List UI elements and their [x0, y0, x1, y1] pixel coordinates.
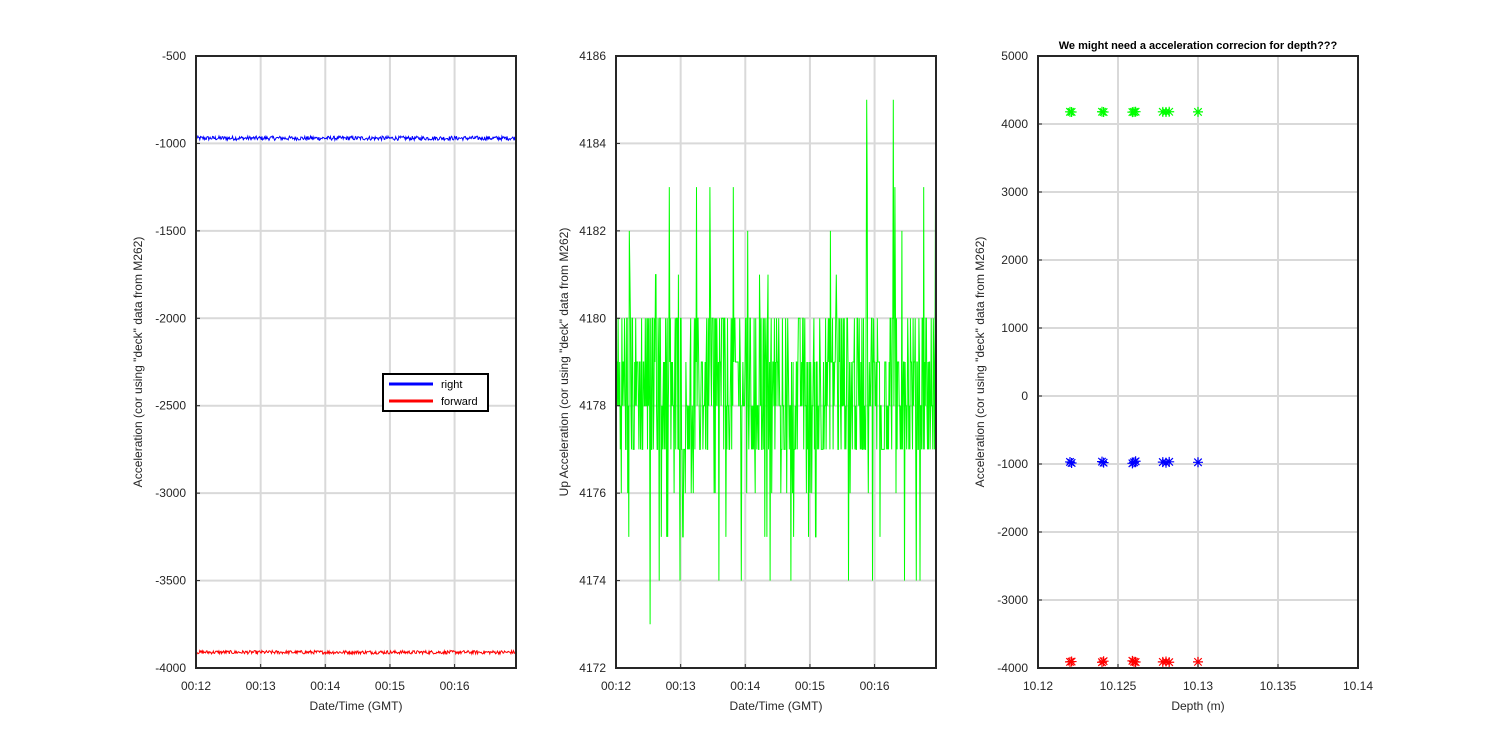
x-tick-label: 00:12 [601, 679, 631, 693]
legend: right forward [382, 373, 489, 412]
x-tick-label: 00:16 [860, 679, 890, 693]
x-tick-label: 00:16 [440, 679, 470, 693]
scatter-point-right [1164, 456, 1175, 467]
y-tick-label: -1500 [155, 224, 186, 238]
y-tick-label: 4172 [579, 661, 606, 675]
x-tick-label: 00:12 [181, 679, 211, 693]
y-tick-label: -4000 [997, 661, 1028, 675]
y-tick-label: -4000 [155, 661, 186, 675]
series-line-forward [195, 648, 517, 656]
axes-box [615, 55, 937, 669]
y-tick-label: 4000 [1001, 117, 1028, 131]
y-tick-label: 4174 [579, 574, 606, 588]
y-tick-label: -2000 [997, 525, 1028, 539]
ticks: 10.12 10.125 10.13 10.135 10.14 -4000 -3000 -20… [997, 49, 1373, 693]
y-tick-label: 4178 [579, 399, 606, 413]
scatter-point-right [1161, 457, 1171, 468]
panel-up-acceleration: 00:12 00:13 00:14 00:15 00:16 4172 4174 4176 417… [557, 49, 937, 713]
scatter-point-forward [1130, 657, 1141, 668]
x-tick-label: 10.125 [1100, 679, 1137, 693]
plot-area [196, 56, 516, 668]
scatter-point-forward [1161, 656, 1171, 667]
y-tick-label: -500 [162, 49, 186, 63]
scatter-point-right [1130, 456, 1141, 467]
x-axis-label: Date/Time (GMT) [310, 699, 403, 713]
y-tick-label: 4176 [579, 486, 606, 500]
y-tick-label: -2000 [155, 311, 186, 325]
y-tick-label: -3000 [997, 593, 1028, 607]
series-layer [616, 99, 937, 625]
x-axis-label: Date/Time (GMT) [730, 699, 823, 713]
ticks: 00:12 00:13 00:14 00:15 00:16 -4000 -3500 -3000… [155, 49, 470, 693]
y-axis-label: Up Acceleration (cor using "deck" data f… [557, 228, 571, 497]
scatter-point-forward [1127, 655, 1138, 666]
x-tick-label: 10.12 [1023, 679, 1053, 693]
scatter-point-right [1066, 457, 1077, 468]
legend-box [382, 373, 489, 412]
y-tick-label: 1000 [1001, 321, 1028, 335]
y-tick-label: -3000 [155, 486, 186, 500]
scatter-point-forward [1193, 656, 1203, 667]
scatter-point-right [1127, 458, 1138, 469]
y-tick-label: 2000 [1001, 253, 1028, 267]
x-tick-label: 00:13 [246, 679, 276, 693]
x-tick-label: 10.14 [1343, 679, 1373, 693]
x-tick-label: 10.135 [1260, 679, 1297, 693]
x-axis-label: Depth (m) [1171, 699, 1224, 713]
axes-box [195, 55, 517, 669]
scatter-point-up [1164, 106, 1175, 117]
y-tick-label: -2500 [155, 399, 186, 413]
y-tick-label: 4186 [579, 49, 606, 63]
legend-entry-right: right [441, 379, 462, 391]
scatter-point-right [1098, 457, 1109, 468]
series-line-up [616, 99, 937, 625]
y-tick-label: 5000 [1001, 49, 1028, 63]
x-tick-label: 10.13 [1183, 679, 1213, 693]
series-layer [1065, 106, 1203, 668]
grid [1038, 56, 1358, 668]
y-tick-label: 0 [1021, 389, 1028, 403]
scatter-point-forward [1098, 656, 1109, 667]
scatter-point-right [1157, 457, 1168, 468]
x-tick-label: 00:15 [375, 679, 405, 693]
series-line-right [195, 134, 517, 143]
y-axis-label: Acceleration (cor using "deck" data from… [131, 237, 145, 488]
scatter-point-right [1193, 457, 1203, 468]
y-tick-label: -3500 [155, 574, 186, 588]
scatter-point-up [1127, 107, 1138, 118]
y-tick-label: -1000 [997, 457, 1028, 471]
series-layer [195, 134, 517, 656]
scatter-point-forward [1066, 656, 1077, 667]
x-tick-label: 00:15 [795, 679, 825, 693]
scatter-point-up [1193, 106, 1203, 117]
scatter-point-forward [1164, 657, 1175, 668]
x-tick-label: 00:14 [310, 679, 340, 693]
panel-right-forward: 00:12 00:13 00:14 00:15 00:16 -4000 -3500 -3000… [131, 49, 517, 713]
y-tick-label: 4184 [579, 136, 606, 150]
chart-title: We might need a acceleration correcion f… [1059, 40, 1338, 52]
ticks: 00:12 00:13 00:14 00:15 00:16 4172 4174 4176 417… [579, 49, 890, 693]
legend-entry-forward: forward [441, 396, 478, 408]
panel-depth-scatter: 10.12 10.125 10.13 10.135 10.14 -4000 -3000 -20… [973, 40, 1373, 713]
x-tick-label: 00:14 [730, 679, 760, 693]
x-tick-label: 00:13 [666, 679, 696, 693]
y-tick-label: -1000 [155, 136, 186, 150]
y-tick-label: 3000 [1001, 185, 1028, 199]
y-axis-label: Acceleration (cor using "deck" data from… [973, 237, 987, 488]
scatter-point-up [1066, 106, 1077, 117]
y-tick-label: 4180 [579, 311, 606, 325]
scatter-point-up [1098, 107, 1109, 118]
y-tick-label: 4182 [579, 224, 606, 238]
